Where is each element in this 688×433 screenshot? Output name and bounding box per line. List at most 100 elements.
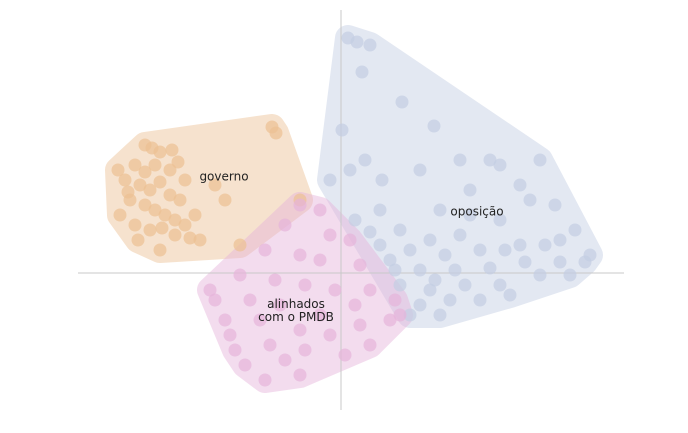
point [358, 153, 372, 167]
point [148, 203, 162, 217]
point [388, 263, 402, 277]
point [193, 233, 207, 247]
point [453, 228, 467, 242]
point [433, 203, 447, 217]
point [153, 145, 167, 159]
point [373, 238, 387, 252]
point [363, 338, 377, 352]
point [343, 233, 357, 247]
point [298, 343, 312, 357]
point [203, 283, 217, 297]
point [238, 358, 252, 372]
point [155, 221, 169, 235]
point [383, 253, 397, 267]
point [388, 293, 402, 307]
point [448, 263, 462, 277]
point [375, 173, 389, 187]
point [473, 293, 487, 307]
group-label: alinhados com o PMDB [258, 297, 334, 324]
point [163, 163, 177, 177]
point [548, 198, 562, 212]
point [168, 213, 182, 227]
point [353, 258, 367, 272]
point [423, 233, 437, 247]
point [463, 208, 477, 222]
point [273, 298, 287, 312]
point [111, 163, 125, 177]
point [363, 38, 377, 52]
point [138, 165, 152, 179]
point [153, 243, 167, 257]
point [563, 268, 577, 282]
point [323, 173, 337, 187]
point [498, 243, 512, 257]
point [343, 163, 357, 177]
point [373, 203, 387, 217]
point [218, 313, 232, 327]
point [143, 183, 157, 197]
point [178, 218, 192, 232]
point [348, 213, 362, 227]
point [218, 193, 232, 207]
point [413, 263, 427, 277]
point [208, 293, 222, 307]
point [253, 313, 267, 327]
point [523, 193, 537, 207]
point [183, 231, 197, 245]
point [228, 343, 242, 357]
point [578, 255, 592, 269]
point [355, 65, 369, 79]
point [403, 243, 417, 257]
point [313, 203, 327, 217]
point [258, 243, 272, 257]
point [533, 268, 547, 282]
point [158, 208, 172, 222]
point [323, 328, 337, 342]
point [208, 178, 222, 192]
point [553, 233, 567, 247]
point [223, 328, 237, 342]
point [493, 278, 507, 292]
point [568, 223, 582, 237]
point [458, 278, 472, 292]
point [353, 318, 367, 332]
point [148, 158, 162, 172]
point [165, 143, 179, 157]
point [293, 323, 307, 337]
group-label: governo [199, 169, 249, 184]
point [338, 348, 352, 362]
point [131, 233, 145, 247]
point [163, 188, 177, 202]
point [348, 298, 362, 312]
point [133, 178, 147, 192]
point [233, 238, 247, 252]
point [483, 153, 497, 167]
point [363, 225, 377, 239]
point [298, 278, 312, 292]
point [383, 313, 397, 327]
point [313, 308, 327, 322]
point [393, 308, 407, 322]
point [553, 255, 567, 269]
point [293, 368, 307, 382]
point [293, 198, 307, 212]
point [423, 283, 437, 297]
point [128, 158, 142, 172]
point [143, 223, 157, 237]
point [328, 283, 342, 297]
point [483, 261, 497, 275]
point [533, 153, 547, 167]
point [188, 208, 202, 222]
point [233, 268, 247, 282]
point [403, 308, 417, 322]
point [438, 248, 452, 262]
point [138, 198, 152, 212]
point [258, 373, 272, 387]
point [350, 35, 364, 49]
point [173, 193, 187, 207]
point [118, 173, 132, 187]
point [278, 353, 292, 367]
point [538, 238, 552, 252]
point [427, 119, 441, 133]
group-label: oposição [450, 204, 504, 219]
